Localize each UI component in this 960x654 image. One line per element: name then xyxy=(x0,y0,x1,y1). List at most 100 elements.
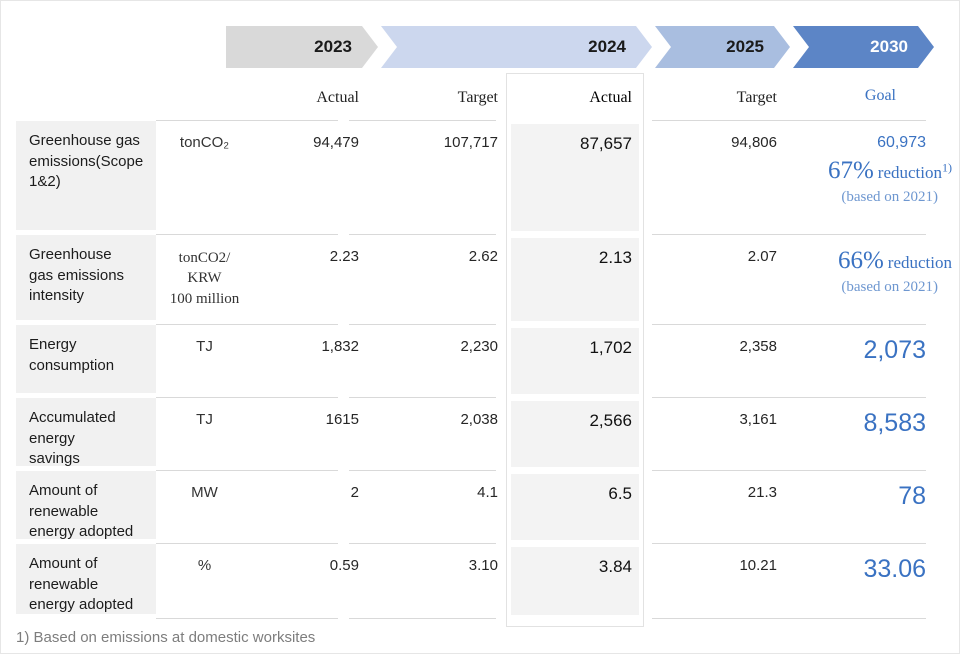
goal-cell: 33.06 xyxy=(777,544,931,619)
goal-cell: 60,973 67% reduction1) (based on 2021) xyxy=(777,121,952,235)
goal-cell: 66% reduction (based on 2021) xyxy=(777,235,952,325)
timeline-year-2025: 2025 xyxy=(655,26,790,68)
column-gap xyxy=(498,235,506,325)
row-label-cell: Amount of renewable energy adopted xyxy=(16,544,156,619)
goal-value: 60,973 xyxy=(877,134,926,151)
goal-cell: 8,583 xyxy=(777,398,931,471)
column-gap xyxy=(498,73,506,121)
goal-reduction: 66% reduction xyxy=(777,247,952,275)
value-2024-actual-cell: 3.84 xyxy=(506,544,644,619)
timeline-year-2030: 2030 xyxy=(793,26,934,68)
value-2024-actual: 2.13 xyxy=(511,238,639,321)
column-gap xyxy=(644,73,652,121)
row-label-cell: Amount of renewable energy adopted xyxy=(16,471,156,544)
value-2024-actual-cell: 6.5 xyxy=(506,471,644,544)
column-gap xyxy=(644,544,652,619)
row-label: Energy consumption xyxy=(16,325,156,393)
value-2025-target: 10.21 xyxy=(739,557,777,574)
year-label: 2024 xyxy=(588,37,626,56)
goal-cell: 2,073 xyxy=(777,325,931,398)
goal-cell: 78 xyxy=(777,471,931,544)
row-label-cell: Greenhouse gas emissions intensity xyxy=(16,235,156,325)
reduction-percent: 66% xyxy=(837,247,884,274)
year-label: 2023 xyxy=(314,37,352,56)
header-2023-actual: Actual xyxy=(316,89,359,106)
table-row: Amount of renewable energy adopted MW 2 … xyxy=(16,471,931,544)
value-2023-target: 2,230 xyxy=(460,338,498,355)
goal-reduction: 67% reduction1) xyxy=(777,157,952,185)
unit-cell: % xyxy=(197,557,212,574)
row-label-cell: Greenhouse gas emissions(Scope 1&2) xyxy=(16,121,156,235)
value-2023-actual: 2 xyxy=(350,484,359,501)
table-row: Greenhouse gas emissions(Scope 1&2) tonC… xyxy=(16,121,952,235)
reduction-percent: 67% xyxy=(827,157,874,184)
header-2023-target: Target xyxy=(457,89,498,106)
column-gap xyxy=(644,235,652,325)
goal-basis: (based on 2021) xyxy=(841,189,938,205)
goal-value: 33.06 xyxy=(863,555,926,583)
row-label: Amount of renewable energy adopted xyxy=(16,471,156,540)
table-row: Greenhouse gas emissions intensity tonCO… xyxy=(16,235,952,325)
table-header-row: Actual Target Actual Target Goal xyxy=(16,73,931,121)
value-2024-actual-cell: 87,657 xyxy=(506,121,644,235)
value-2024-actual: 1,702 xyxy=(511,328,639,394)
goal-value: 78 xyxy=(898,482,926,510)
unit-cell: TJ xyxy=(196,338,213,355)
table-row: Amount of renewable energy adopted % 0.5… xyxy=(16,544,931,619)
footnote: 1) Based on emissions at domestic worksi… xyxy=(16,629,316,646)
value-2023-actual: 0.59 xyxy=(329,557,359,574)
row-label: Greenhouse gas emissions(Scope 1&2) xyxy=(16,121,156,230)
unit-cell: tonCO2/ KRW 100 million xyxy=(169,250,240,307)
reduction-word: reduction xyxy=(887,253,952,272)
goal-value: 2,073 xyxy=(863,336,926,364)
value-2023-actual: 1615 xyxy=(325,411,359,428)
row-label-cell: Energy consumption xyxy=(16,325,156,398)
column-gap xyxy=(498,325,506,398)
value-2025-target: 2.07 xyxy=(747,248,777,265)
value-2025-target: 2,358 xyxy=(739,338,777,355)
header-2030-goal: Goal xyxy=(864,87,896,104)
column-gap xyxy=(498,398,506,471)
value-2023-actual: 1,832 xyxy=(321,338,359,355)
value-2023-actual: 2.23 xyxy=(329,248,359,265)
row-label: Greenhouse gas emissions intensity xyxy=(16,235,156,320)
value-2023-target: 2.62 xyxy=(468,248,498,265)
header-2024-actual: Actual xyxy=(589,89,632,106)
row-label: Amount of renewable energy adopted xyxy=(16,544,156,614)
column-gap xyxy=(498,121,506,235)
goal-value: 8,583 xyxy=(863,409,926,437)
value-2024-actual-cell: 1,702 xyxy=(506,325,644,398)
header-2025-target: Target xyxy=(736,89,777,106)
row-label-cell: Accumulated energy savings xyxy=(16,398,156,471)
header-spacer xyxy=(16,73,156,121)
data-table: Actual Target Actual Target Goal Greenho… xyxy=(16,73,952,619)
year-label: 2030 xyxy=(870,37,908,56)
value-2025-target: 21.3 xyxy=(747,484,777,501)
value-2023-target: 4.1 xyxy=(477,484,498,501)
footnote-ref: 1) xyxy=(942,160,952,175)
value-2024-actual-cell: 2,566 xyxy=(506,398,644,471)
value-2024-actual: 6.5 xyxy=(511,474,639,540)
row-label: Accumulated energy savings xyxy=(16,398,156,467)
value-2024-actual: 3.84 xyxy=(511,547,639,615)
column-gap xyxy=(644,325,652,398)
header-spacer xyxy=(156,73,253,121)
column-gap xyxy=(644,398,652,471)
value-2024-actual-cell: 2.13 xyxy=(506,235,644,325)
reduction-word: reduction xyxy=(877,163,942,182)
table-row: Energy consumption TJ 1,832 2,230 1,702 … xyxy=(16,325,931,398)
unit-cell: MW xyxy=(191,484,218,501)
table-row: Accumulated energy savings TJ 1615 2,038… xyxy=(16,398,931,471)
value-2025-target: 94,806 xyxy=(731,134,777,151)
goal-basis: (based on 2021) xyxy=(841,279,938,295)
column-gap xyxy=(644,121,652,235)
unit-cell: TJ xyxy=(196,411,213,428)
value-2023-target: 107,717 xyxy=(443,134,498,151)
timeline-year-2023: 2023 xyxy=(226,26,378,68)
year-label: 2025 xyxy=(726,37,764,56)
timeline-banner: 2023 2024 2025 2030 xyxy=(226,26,934,68)
column-gap xyxy=(498,544,506,619)
value-2023-target: 3.10 xyxy=(468,557,498,574)
timeline-year-2024: 2024 xyxy=(381,26,652,68)
